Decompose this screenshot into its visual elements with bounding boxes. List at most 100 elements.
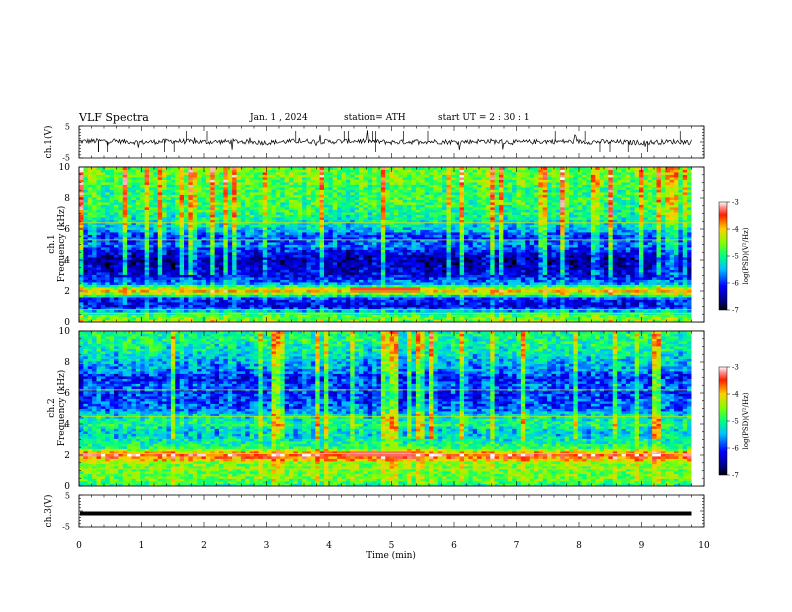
- spectrogram-cell: [608, 302, 613, 305]
- spectrogram-cell: [477, 287, 482, 290]
- spectrogram-cell: [403, 300, 408, 303]
- spectrogram-cell: [420, 260, 425, 263]
- spectrogram-cell: [442, 277, 447, 280]
- spectrogram-cell: [333, 265, 338, 268]
- spectrogram-cell: [530, 272, 535, 275]
- spectrogram-cell: [359, 292, 364, 295]
- spectrogram-cell: [118, 315, 123, 318]
- spectrogram-cell: [451, 297, 456, 300]
- spectrogram-cell: [171, 275, 176, 278]
- spectrogram-cell: [652, 242, 657, 245]
- spectrogram-cell: [123, 245, 128, 248]
- spectrogram-cell: [499, 272, 504, 275]
- spectrogram-cell: [193, 292, 198, 295]
- spectrogram-cell: [223, 292, 228, 295]
- spectrogram-cell: [407, 295, 412, 298]
- spectrogram-cell: [193, 275, 198, 278]
- spectrogram-cell: [346, 270, 351, 273]
- spectrogram-cell: [219, 292, 224, 295]
- spectrogram-cell: [206, 267, 211, 270]
- spectrogram-cell: [377, 235, 382, 238]
- spectrogram-cell: [377, 252, 382, 255]
- spectrogram-cell: [503, 255, 508, 258]
- spectrogram-cell: [490, 265, 495, 268]
- spectrogram-cell: [346, 300, 351, 303]
- spectrogram-cell: [180, 302, 185, 305]
- spectrogram-cell: [298, 287, 303, 290]
- spectrogram-cell: [652, 280, 657, 283]
- spectrogram-cell: [569, 287, 574, 290]
- spectrogram-cell: [245, 295, 250, 298]
- spectrogram-cell: [657, 292, 662, 295]
- spectrogram-cell: [363, 272, 368, 275]
- spectrogram-cell: [311, 277, 316, 280]
- spectrogram-cell: [79, 277, 84, 280]
- spectrogram-cell: [363, 255, 368, 258]
- spectrogram-cell: [543, 315, 548, 318]
- spectrogram-cell: [298, 235, 303, 238]
- spectrogram-cell: [188, 280, 193, 283]
- spectrogram-cell: [250, 275, 255, 278]
- spectrogram-cell: [223, 245, 228, 248]
- spectrogram-cell: [652, 295, 657, 298]
- spectrogram-cell: [534, 280, 539, 283]
- spectrogram-cell: [499, 257, 504, 260]
- spectrogram-cell: [538, 287, 543, 290]
- spectrogram-cell: [193, 260, 198, 263]
- spectrogram-cell: [110, 247, 115, 250]
- spectrogram-cell: [503, 272, 508, 275]
- spectrogram-cell: [298, 297, 303, 300]
- spectrogram-cell: [521, 317, 526, 320]
- spectrogram-cell: [582, 255, 587, 258]
- spectrogram-cell: [215, 265, 220, 268]
- spectrogram-cell: [245, 247, 250, 250]
- spectrogram-cell: [153, 297, 158, 300]
- spectrogram-cell: [245, 275, 250, 278]
- spectrogram-cell: [342, 255, 347, 258]
- spectrogram-cell: [153, 265, 158, 268]
- spectrogram-cell: [622, 315, 627, 318]
- spectrogram-cell: [517, 247, 522, 250]
- spectrogram-cell: [390, 315, 395, 318]
- spectrogram-cell: [508, 252, 513, 255]
- spectrogram-cell: [258, 277, 263, 280]
- spectrogram-cell: [678, 242, 683, 245]
- spectrogram-cell: [123, 260, 128, 263]
- spectrogram-cell: [267, 235, 272, 238]
- spectrogram-cell: [390, 250, 395, 253]
- spectrogram-cell: [237, 257, 242, 260]
- spectrogram-cell: [394, 295, 399, 298]
- spectrogram-cell: [490, 280, 495, 283]
- spectrogram-cell: [350, 300, 355, 303]
- spectrogram-cell: [136, 260, 141, 263]
- spectrogram-cell: [521, 315, 526, 318]
- spectrogram-cell: [342, 317, 347, 320]
- spectrogram-cell: [670, 275, 675, 278]
- spectrogram-cell: [258, 232, 263, 235]
- spectrogram-cell: [97, 260, 102, 263]
- spectrogram-cell: [591, 265, 596, 268]
- spectrogram-cell: [241, 260, 246, 263]
- vlf-figure: 5-5 0246810 0246810 5-5 0 1 2 3 4 5 6 7 8 9 10 Tim…: [0, 0, 792, 612]
- spectrogram-cell: [670, 315, 675, 318]
- spectrogram-cell: [79, 285, 84, 288]
- spectrogram-cell: [153, 277, 158, 280]
- spectrogram-cell: [167, 270, 172, 273]
- spectrogram-cell: [337, 245, 342, 248]
- spectrogram-cell: [416, 242, 421, 245]
- spectrogram-cell: [683, 315, 688, 318]
- spectrogram-cell: [215, 247, 220, 250]
- spectrogram-cell: [127, 255, 132, 258]
- spectrogram-cell: [416, 282, 421, 285]
- spectrogram-cell: [578, 270, 583, 273]
- spectrogram-cell: [372, 245, 377, 248]
- spectrogram-cell: [315, 235, 320, 238]
- spectrogram-cell: [630, 300, 635, 303]
- spectrogram-cell: [92, 297, 97, 300]
- spectrogram-cell: [525, 270, 530, 273]
- spectrogram-cell: [223, 280, 228, 283]
- spectrogram-cell: [245, 242, 250, 245]
- spectrogram-cell: [307, 270, 312, 273]
- spectrogram-cell: [293, 285, 298, 288]
- spectrogram-cell: [560, 242, 565, 245]
